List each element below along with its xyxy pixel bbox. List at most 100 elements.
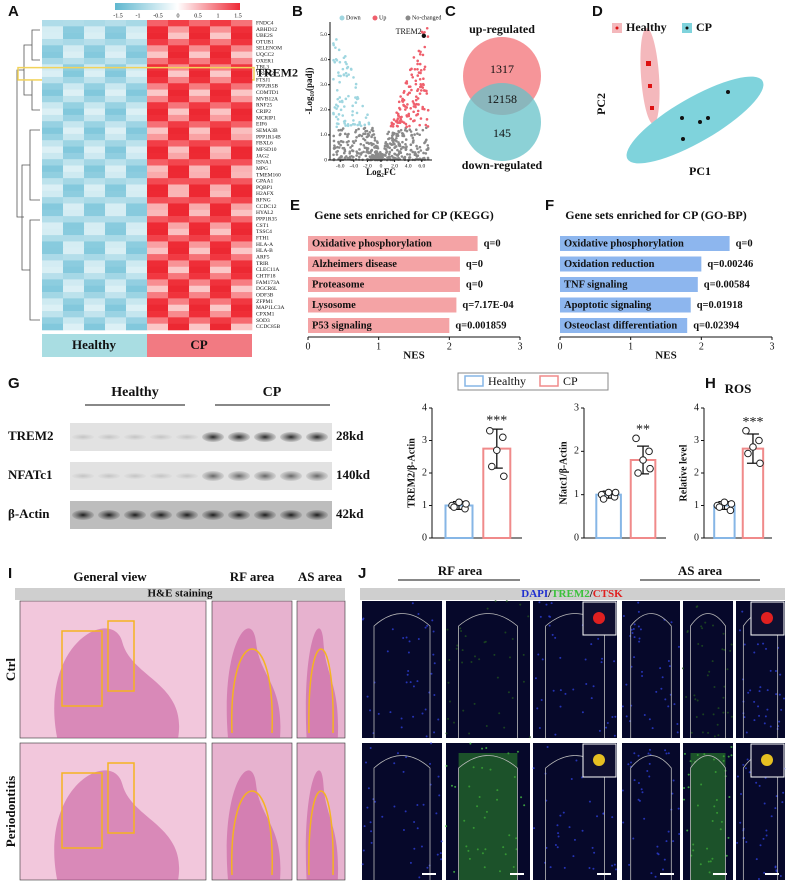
- gene-label: TBL3: [256, 65, 269, 71]
- heatmap-cell: [126, 171, 148, 179]
- speckle: [622, 821, 625, 824]
- heatmap-cell: [210, 184, 232, 192]
- heatmap-cell: [63, 235, 85, 242]
- heatmap-cell: [105, 184, 127, 192]
- volcano-dot-decoration: [418, 123, 421, 127]
- speckle: [370, 841, 373, 844]
- speckle: [677, 645, 680, 648]
- legend-swatch: [339, 15, 345, 21]
- speckle: [461, 649, 464, 652]
- heatmap-cell: [42, 114, 64, 122]
- volcano-dot-decoration: [384, 142, 387, 145]
- heatmap-cell: [210, 266, 232, 274]
- heatmap-cell: [42, 298, 64, 305]
- speckle: [454, 785, 457, 788]
- speckle: [637, 798, 640, 801]
- speckle: [559, 814, 562, 817]
- heatmap-cell: [126, 140, 148, 147]
- volcano-dot-decoration: [344, 97, 348, 101]
- volcano-dot-decoration: [402, 133, 405, 137]
- volcano-dot-decoration: [362, 150, 365, 154]
- data-point: [749, 443, 757, 451]
- bar: [444, 504, 474, 539]
- speckle: [747, 691, 750, 694]
- heatmap-cell: [147, 203, 169, 211]
- speckle: [528, 736, 531, 739]
- heatmap-cell: [147, 70, 169, 78]
- significance: ***: [486, 413, 507, 428]
- speckle: [774, 807, 777, 810]
- heatmap-cell: [126, 216, 148, 223]
- heatmap-cell: [84, 152, 106, 160]
- micrograph: [622, 743, 680, 880]
- speckle: [532, 767, 535, 770]
- speckle: [432, 653, 435, 656]
- speckle: [697, 643, 700, 646]
- heatmap-cell: [42, 165, 64, 173]
- color-scale-tick: 1.5: [234, 13, 242, 19]
- bar: [560, 297, 691, 313]
- bar: [560, 236, 730, 251]
- heatmap-cell: [42, 216, 64, 223]
- speckle: [726, 668, 729, 671]
- heatmap-cell: [189, 171, 211, 179]
- heatmap-cell: [168, 273, 190, 280]
- speckle: [693, 694, 696, 697]
- volcano-dot-decoration: [363, 132, 367, 136]
- speckle: [765, 834, 768, 837]
- volcano-dot-decoration: [395, 137, 398, 140]
- heatmap-cell: [168, 38, 190, 46]
- speckle: [722, 711, 725, 714]
- heatmap-cell: [105, 178, 127, 185]
- heatmap-cell: [210, 235, 232, 242]
- heatmap-cell: [42, 95, 64, 103]
- speckle: [643, 713, 646, 716]
- speckle: [766, 689, 769, 692]
- volcano-dot-decoration: [421, 86, 425, 89]
- heatmap-cell: [147, 222, 169, 230]
- speckle: [661, 676, 664, 679]
- speckle: [762, 837, 765, 840]
- volcano-dot-decoration: [405, 125, 409, 129]
- heatmap-cell: [231, 89, 253, 97]
- speckle: [362, 849, 365, 852]
- heatmap-cell: [126, 247, 148, 255]
- heatmap-cell: [147, 171, 169, 179]
- speckle: [438, 794, 441, 797]
- heatmap-cell: [168, 83, 190, 90]
- speckle: [648, 775, 651, 778]
- speckle: [498, 712, 501, 715]
- venn-label: up-regulated: [469, 22, 535, 36]
- speckle: [769, 725, 772, 728]
- speckle: [588, 800, 591, 803]
- gene-label: CLEC11A: [256, 267, 279, 273]
- speckle: [448, 658, 451, 661]
- speckle: [559, 705, 562, 708]
- volcano-dot-decoration: [397, 114, 400, 118]
- speckle: [769, 669, 772, 672]
- heatmap-cell: [189, 38, 211, 46]
- speckle: [664, 698, 667, 701]
- speckle: [648, 718, 651, 721]
- heatmap-cell: [189, 298, 211, 305]
- heatmap-cell: [84, 266, 106, 274]
- heatmap-cell: [42, 241, 64, 249]
- speckle: [763, 722, 766, 725]
- speckle: [462, 709, 465, 712]
- volcano-dot-decoration: [336, 117, 340, 121]
- heatmap-cell: [210, 32, 232, 40]
- volcano-dot-decoration: [341, 114, 345, 117]
- heatmap-cell: [63, 121, 85, 128]
- signal: [690, 753, 726, 880]
- heatmap-cell: [84, 311, 106, 318]
- speckle: [667, 752, 670, 755]
- blot-band: [254, 432, 276, 442]
- speckle: [447, 717, 450, 720]
- gene-label: TREM2: [256, 71, 274, 77]
- heatmap-cell: [84, 178, 106, 185]
- speckle: [503, 726, 506, 729]
- volcano-dot-decoration: [354, 139, 358, 142]
- annotation: q=0: [736, 238, 753, 249]
- volcano-dot-decoration: [346, 124, 350, 128]
- heatmap-cell: [42, 38, 64, 46]
